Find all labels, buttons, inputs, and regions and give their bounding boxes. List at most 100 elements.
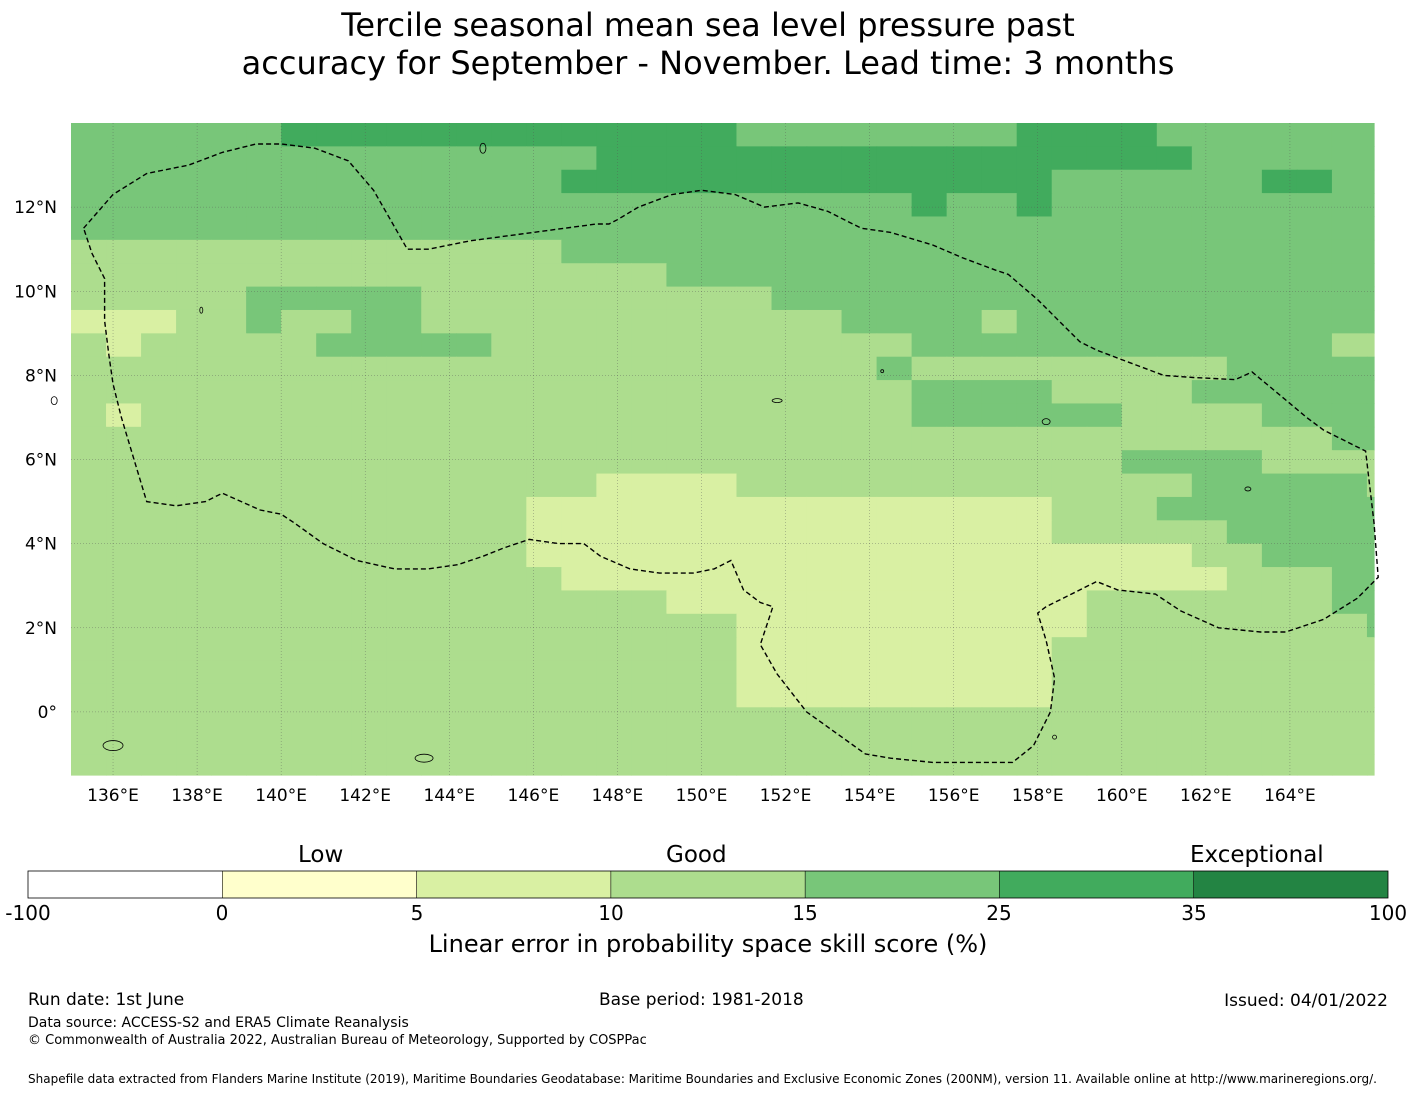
skill-cell <box>946 496 983 521</box>
skill-cell <box>386 309 422 334</box>
skill-cell <box>526 169 562 194</box>
skill-cell <box>701 356 738 381</box>
skill-cell <box>1191 216 1228 241</box>
skill-cell <box>246 683 282 708</box>
skill-cell <box>1086 239 1123 264</box>
skill-cell <box>421 543 457 568</box>
skill-cell <box>1296 263 1333 288</box>
longitude-tick-label: 146°E <box>508 786 560 806</box>
skill-cell <box>561 450 597 475</box>
skill-cell <box>701 590 738 615</box>
skill-cell <box>456 146 492 171</box>
skill-cell <box>386 730 422 755</box>
skill-cell <box>806 730 843 755</box>
skill-cell <box>526 543 562 568</box>
skill-cell <box>211 216 247 241</box>
skill-cell <box>841 473 878 498</box>
skill-cell <box>141 543 177 568</box>
skill-cell <box>246 567 282 592</box>
skill-cell <box>421 123 457 147</box>
category-exceptional-label: Exceptional <box>1190 842 1324 868</box>
skill-cell <box>456 356 492 381</box>
skill-cell <box>1191 567 1228 592</box>
skill-cell <box>71 660 107 685</box>
skill-cell <box>141 239 177 264</box>
skill-cell <box>806 520 843 545</box>
skill-cell <box>1261 403 1298 428</box>
skill-cell <box>386 193 422 218</box>
skill-cell <box>1016 590 1053 615</box>
skill-cell <box>316 683 352 708</box>
skill-cell <box>1156 496 1193 521</box>
skill-cell <box>1016 403 1053 428</box>
skill-cell <box>526 333 562 358</box>
skill-cell <box>981 193 1018 218</box>
skill-cell <box>981 263 1018 288</box>
skill-cell <box>631 520 668 545</box>
skill-cell <box>876 590 913 615</box>
skill-cell <box>806 754 843 776</box>
skill-cell <box>911 520 948 545</box>
skill-cell <box>106 380 142 405</box>
skill-cell <box>1226 263 1263 288</box>
skill-cell <box>491 216 527 241</box>
skill-cell <box>911 473 948 498</box>
skill-cell <box>841 169 878 194</box>
skill-cell <box>946 356 983 381</box>
skill-cell <box>351 730 387 755</box>
skill-cell <box>1191 239 1228 264</box>
skill-cell <box>1051 169 1088 194</box>
skill-cell <box>981 754 1018 776</box>
skill-cell <box>1331 496 1368 521</box>
skill-cell <box>596 496 633 521</box>
skill-cell <box>526 216 562 241</box>
skill-cell <box>386 637 422 662</box>
skill-cell <box>386 683 422 708</box>
skill-cell <box>1156 730 1193 755</box>
skill-cell <box>771 216 808 241</box>
skill-cell <box>841 123 878 147</box>
longitude-tick-label: 144°E <box>423 786 475 806</box>
skill-cell <box>1366 660 1375 685</box>
skill-cell <box>1366 613 1375 638</box>
skill-cell <box>421 496 457 521</box>
skill-cell <box>1191 193 1228 218</box>
skill-cell <box>596 473 633 498</box>
skill-cell <box>701 567 738 592</box>
skill-cell <box>491 146 527 171</box>
skill-cell <box>701 637 738 662</box>
skill-cell <box>526 403 562 428</box>
skill-cell <box>351 660 387 685</box>
skill-cell <box>421 380 457 405</box>
skill-cell <box>281 613 317 638</box>
skill-cell <box>666 707 703 732</box>
skill-cell <box>1016 380 1053 405</box>
skill-cell <box>71 730 107 755</box>
skill-cell <box>141 730 177 755</box>
skill-cell <box>246 754 282 776</box>
skill-cell <box>1016 543 1053 568</box>
skill-cell <box>176 169 212 194</box>
longitude-tick-label: 162°E <box>1180 786 1232 806</box>
skill-cell <box>281 146 317 171</box>
skill-cell <box>1086 146 1123 171</box>
skill-cell <box>666 496 703 521</box>
skill-cell <box>71 613 107 638</box>
skill-cell <box>666 309 703 334</box>
skill-cell <box>736 426 773 451</box>
longitude-tick-label: 154°E <box>844 786 896 806</box>
colorbar <box>27 870 1389 899</box>
skill-cell <box>176 683 212 708</box>
skill-cell <box>491 520 527 545</box>
skill-cell <box>596 216 633 241</box>
skill-cell <box>456 239 492 264</box>
skill-cell <box>316 146 352 171</box>
skill-cell <box>841 309 878 334</box>
skill-cell <box>281 473 317 498</box>
skill-cell <box>526 123 562 147</box>
skill-cell <box>316 520 352 545</box>
skill-cell <box>246 637 282 662</box>
skill-cell <box>561 543 597 568</box>
skill-cell <box>1016 356 1053 381</box>
skill-cell <box>561 403 597 428</box>
